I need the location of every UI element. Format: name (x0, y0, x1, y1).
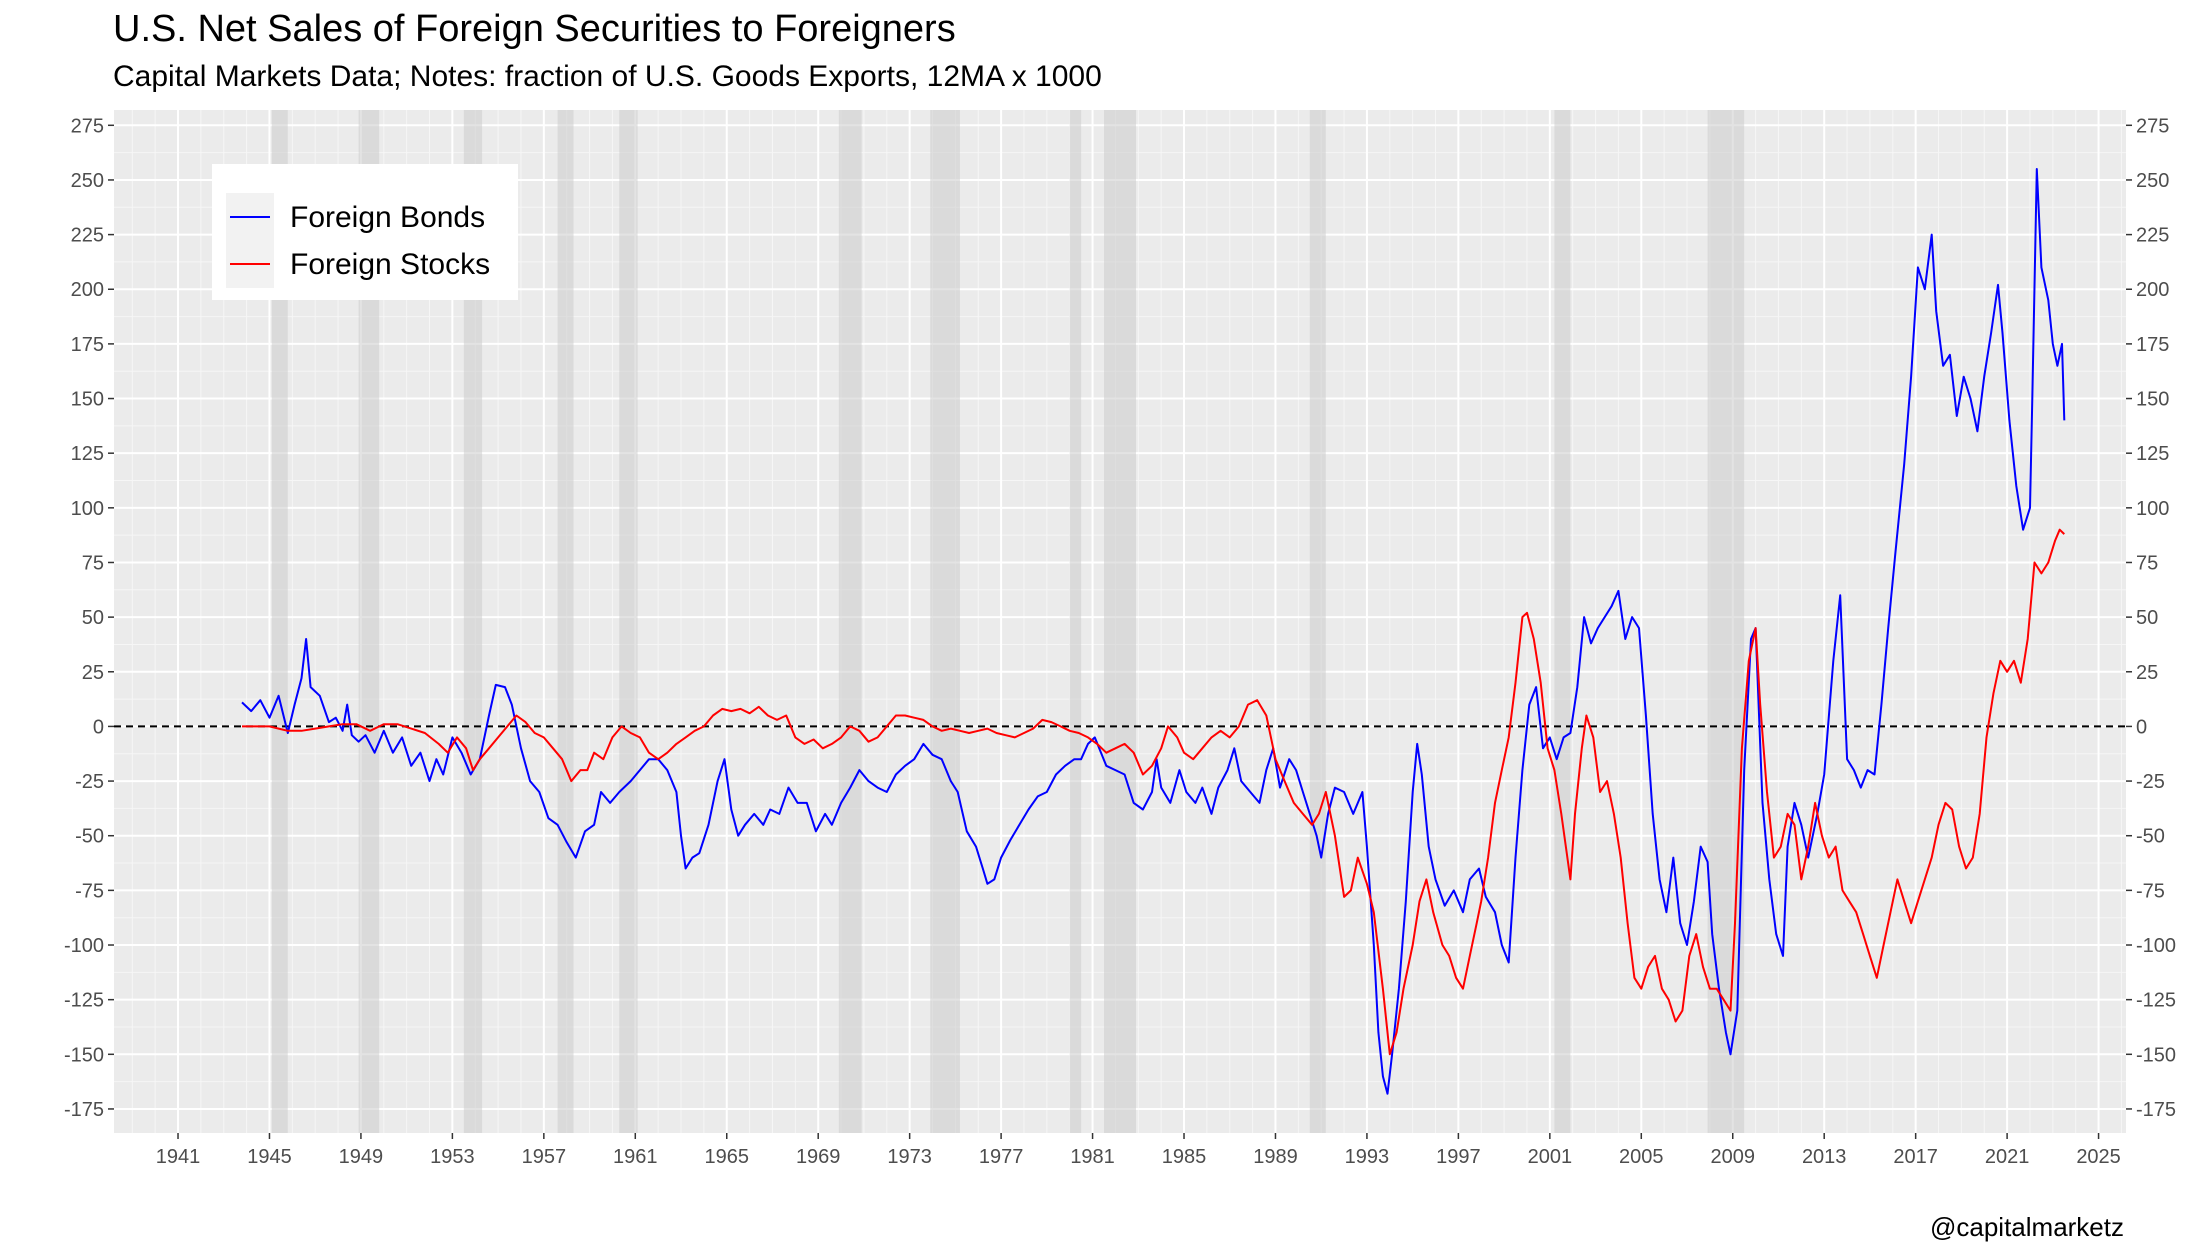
y-tick-label-right: -150 (2136, 1044, 2176, 1066)
x-tick-label: 1949 (339, 1146, 384, 1168)
chart-subtitle: Capital Markets Data; Notes: fraction of… (113, 60, 1102, 93)
y-tick-label-left: 150 (71, 389, 104, 411)
recession-band (838, 110, 862, 1133)
chart-title: U.S. Net Sales of Foreign Securities to … (113, 8, 956, 50)
y-tick-label-left: 100 (71, 498, 104, 520)
x-tick-label: 2005 (1619, 1146, 1664, 1168)
x-tick-label: 1969 (796, 1146, 841, 1168)
x-tick-label: 1957 (522, 1146, 567, 1168)
y-tick-label-left: 250 (71, 170, 104, 192)
recession-band (1103, 110, 1137, 1133)
y-tick-label-left: -175 (64, 1099, 104, 1121)
y-tick-label-right: 250 (2136, 170, 2169, 192)
y-tick-label-left: -25 (75, 771, 104, 793)
recession-band (619, 110, 638, 1133)
y-tick-label-left: 75 (82, 552, 104, 574)
x-tick-label: 1977 (979, 1146, 1024, 1168)
x-tick-label: 1941 (156, 1146, 201, 1168)
y-tick-label-right: -50 (2136, 826, 2165, 848)
y-tick-label-right: 125 (2136, 443, 2169, 465)
x-tick-label: 1961 (613, 1146, 658, 1168)
y-tick-label-right: -25 (2136, 771, 2165, 793)
x-tick-label: 1997 (1436, 1146, 1481, 1168)
y-tick-label-left: -150 (64, 1044, 104, 1066)
y-tick-label-right: 0 (2136, 716, 2147, 738)
x-tick-label: 1981 (1070, 1146, 1115, 1168)
recession-band (463, 110, 483, 1133)
y-tick-label-left: -75 (75, 880, 104, 902)
recession-band (557, 110, 574, 1133)
x-tick-label: 2013 (1802, 1146, 1847, 1168)
x-tick-label: 2001 (1528, 1146, 1573, 1168)
y-tick-label-left: 125 (71, 443, 104, 465)
recession-band (1309, 110, 1326, 1133)
y-tick-label-right: 275 (2136, 115, 2169, 137)
chart-caption: @capitalmarketz (1929, 1212, 2124, 1242)
recession-band (358, 110, 380, 1133)
recession-band (1554, 110, 1571, 1133)
y-tick-label-right: -75 (2136, 880, 2165, 902)
y-tick-label-left: 225 (71, 225, 104, 247)
x-tick-label: 1985 (1162, 1146, 1207, 1168)
x-tick-label: 1965 (704, 1146, 749, 1168)
y-tick-label-right: 100 (2136, 498, 2169, 520)
recession-band (1069, 110, 1082, 1133)
x-tick-label: 1953 (430, 1146, 475, 1168)
x-tick-label: 1973 (887, 1146, 932, 1168)
y-tick-label-left: -100 (64, 935, 104, 957)
y-tick-label-right: 75 (2136, 552, 2158, 574)
x-tick-label: 1993 (1345, 1146, 1390, 1168)
y-tick-label-right: 25 (2136, 662, 2158, 684)
y-tick-label-left: 25 (82, 662, 104, 684)
y-tick-label-left: 200 (71, 279, 104, 301)
legend-label: Foreign Bonds (290, 201, 485, 234)
y-tick-label-right: 175 (2136, 334, 2169, 356)
series-line-foreign-stocks (242, 528, 2065, 1056)
x-tick-label: 2021 (1985, 1146, 2030, 1168)
y-tick-label-right: -125 (2136, 990, 2176, 1012)
y-tick-label-right: 225 (2136, 225, 2169, 247)
x-tick-label: 2025 (2076, 1146, 2121, 1168)
y-tick-label-right: 200 (2136, 279, 2169, 301)
legend: Foreign Bonds Foreign Stocks (212, 164, 518, 300)
x-tick-label: 2009 (1710, 1146, 1755, 1168)
x-tick-label: 1989 (1253, 1146, 1298, 1168)
y-tick-label-left: 50 (82, 607, 104, 629)
x-tick-label: 2017 (1893, 1146, 1938, 1168)
recession-band (271, 110, 288, 1133)
y-tick-label-left: 0 (93, 716, 104, 738)
y-tick-label-left: 275 (71, 115, 104, 137)
y-tick-label-right: -175 (2136, 1099, 2176, 1121)
y-tick-label-right: -100 (2136, 935, 2176, 957)
recession-band (930, 110, 960, 1133)
y-tick-label-left: -125 (64, 990, 104, 1012)
y-tick-label-right: 50 (2136, 607, 2158, 629)
y-tick-label-left: -50 (75, 826, 104, 848)
legend-label: Foreign Stocks (290, 248, 490, 281)
series-line-foreign-bonds (241, 168, 2066, 1095)
y-tick-label-right: 150 (2136, 389, 2169, 411)
x-tick-label: 1945 (247, 1146, 292, 1168)
y-tick-label-left: 175 (71, 334, 104, 356)
